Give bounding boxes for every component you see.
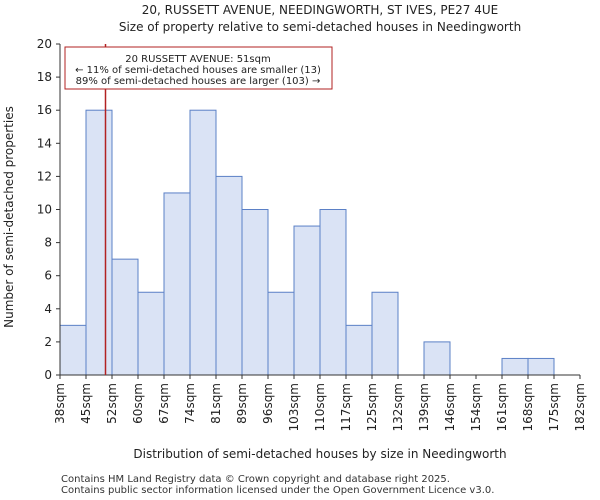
x-tick-label-154sqm: 154sqm: [469, 383, 483, 431]
bar-117sqm: [345, 324, 373, 376]
x-tick-label-161sqm: 161sqm: [495, 383, 509, 431]
x-tick-label-89sqm: 89sqm: [235, 383, 249, 424]
x-tick-label-182sqm: 182sqm: [573, 383, 587, 431]
x-tick-label-96sqm: 96sqm: [261, 383, 275, 424]
annotation-line2: ← 11% of semi-detached houses are smalle…: [75, 65, 321, 76]
y-tick-label-20: 20: [37, 37, 52, 51]
chart-title-line1: 20, RUSSETT AVENUE, NEEDINGWORTH, ST IVE…: [142, 3, 499, 17]
x-tick-label-110sqm: 110sqm: [313, 383, 327, 431]
y-tick-label-14: 14: [37, 136, 52, 150]
footer-line1: Contains HM Land Registry data © Crown c…: [61, 474, 450, 485]
x-tick-label-38sqm: 38sqm: [53, 383, 67, 424]
bar-74sqm: [189, 109, 217, 376]
y-tick-label-8: 8: [44, 236, 52, 250]
x-tick-label-45sqm: 45sqm: [79, 383, 93, 424]
x-tick-label-81sqm: 81sqm: [209, 383, 223, 424]
y-tick-label-16: 16: [37, 103, 52, 117]
bar-89sqm: [241, 209, 269, 376]
x-tick-label-67sqm: 67sqm: [157, 383, 171, 424]
bar-139sqm: [423, 341, 451, 376]
chart-title-line2: Size of property relative to semi-detach…: [119, 20, 521, 34]
bar-125sqm: [371, 291, 399, 376]
y-tick-label-4: 4: [44, 302, 52, 316]
bar-67sqm: [163, 192, 191, 376]
annotation-border: [64, 46, 333, 90]
bar-103sqm: [293, 225, 321, 376]
y-tick-label-2: 2: [44, 335, 52, 349]
bar-81sqm: [215, 175, 243, 376]
bar-52sqm: [111, 258, 139, 376]
x-tick-label-139sqm: 139sqm: [417, 383, 431, 431]
y-tick-label-10: 10: [37, 203, 52, 217]
annotation-line3: 89% of semi-detached houses are larger (…: [76, 76, 321, 87]
bar-96sqm: [267, 291, 295, 376]
bar-110sqm: [319, 209, 347, 376]
bar-161sqm: [501, 357, 529, 376]
bar-60sqm: [137, 291, 165, 376]
x-axis-label: Distribution of semi-detached houses by …: [133, 447, 506, 461]
bar-45sqm: [85, 109, 113, 376]
x-tick-label-52sqm: 52sqm: [105, 383, 119, 424]
footer-line2: Contains public sector information licen…: [61, 485, 495, 496]
bar-group: [59, 109, 555, 376]
x-tick-label-132sqm: 132sqm: [391, 383, 405, 431]
annotation-box: 20 RUSSETT AVENUE: 51sqm ← 11% of semi-d…: [64, 46, 333, 90]
x-tick-label-175sqm: 175sqm: [547, 383, 561, 431]
x-tick-label-125sqm: 125sqm: [365, 383, 379, 431]
y-tick-label-6: 6: [44, 269, 52, 283]
x-tick-label-74sqm: 74sqm: [183, 383, 197, 424]
x-tick-label-117sqm: 117sqm: [339, 383, 353, 431]
y-tick-label-12: 12: [37, 169, 52, 183]
x-tick-label-103sqm: 103sqm: [287, 383, 301, 431]
y-tick-label-18: 18: [37, 70, 52, 84]
x-tick-label-60sqm: 60sqm: [131, 383, 145, 424]
x-tick-label-168sqm: 168sqm: [521, 383, 535, 431]
axes-group: 0 2 4 6 8 10 12 14 16 18 20 38sqm 45sqm 52sqm 60sqm 67s…: [37, 37, 587, 431]
annotation-line1: 20 RUSSETT AVENUE: 51sqm: [125, 54, 270, 65]
x-tick-label-146sqm: 146sqm: [443, 383, 457, 431]
bar-38sqm: [59, 324, 87, 376]
y-tick-label-0: 0: [44, 368, 52, 382]
y-axis-label: Number of semi-detached properties: [2, 106, 16, 328]
bar-168sqm: [527, 357, 555, 376]
